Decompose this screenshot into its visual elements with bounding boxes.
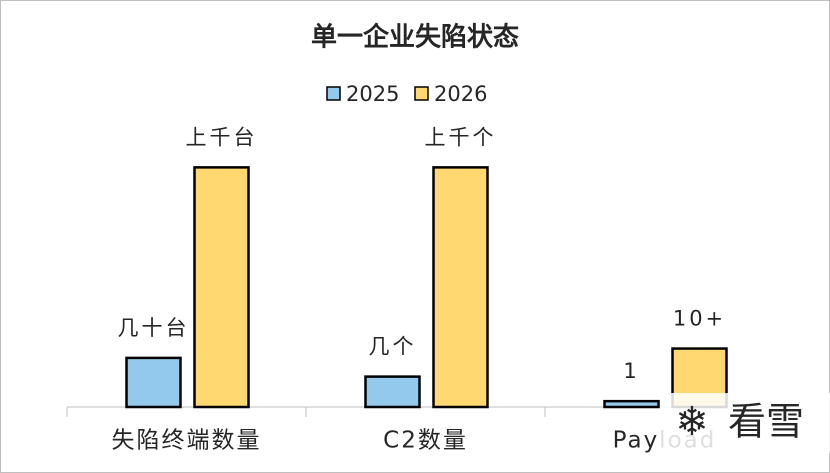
data-label: 几十台 — [118, 316, 190, 340]
bar — [364, 375, 421, 409]
bar — [193, 166, 250, 409]
bar — [125, 356, 182, 409]
x-tick-label: C2数量 — [383, 428, 468, 454]
x-tick-label: 失陷终端数量 — [112, 428, 262, 454]
chart-title: 单一企业失陷状态 — [311, 22, 519, 53]
legend-label: 2025 — [346, 82, 399, 106]
legend-label: 2026 — [434, 82, 487, 106]
bar — [603, 399, 660, 409]
bar — [432, 166, 489, 409]
watermark-icon: ❄ — [675, 399, 709, 445]
data-label: 1 — [623, 359, 639, 383]
data-label: 上千个 — [425, 125, 497, 149]
watermark: 看雪 — [728, 400, 804, 444]
data-label: 10+ — [673, 307, 726, 331]
legend-swatch — [326, 86, 341, 101]
data-label: 上千台 — [186, 125, 258, 149]
watermark-bg — [660, 393, 830, 453]
legend-swatch — [414, 86, 429, 101]
data-label: 几个 — [369, 335, 417, 359]
